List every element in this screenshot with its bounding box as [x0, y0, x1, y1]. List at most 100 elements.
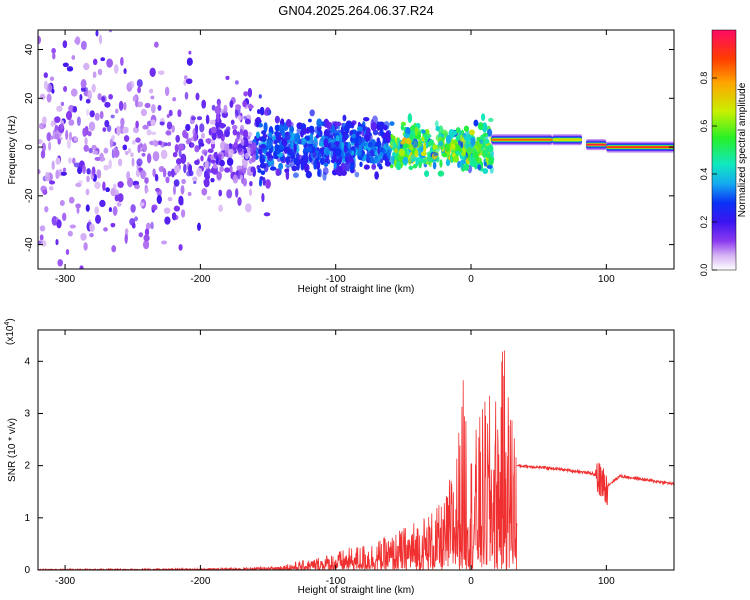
spectrogram-cell: [257, 109, 261, 114]
snr-frame: [37, 329, 675, 571]
spectrogram-cell: [71, 88, 78, 97]
spectrogram-x-axis: -300 -200 -100 0 100: [55, 30, 615, 285]
x-tick-label: -200: [190, 274, 210, 285]
colorbar-tick-label: 0.4: [699, 168, 709, 181]
spectrogram-cell: [139, 202, 145, 207]
spectrogram-cell: [228, 143, 233, 151]
spectrogram-cell: [165, 86, 170, 96]
spectrogram-cell: [263, 122, 268, 132]
spectrogram-cell: [43, 72, 48, 79]
colorbar-label: Normalized spectral amplitude: [737, 82, 748, 217]
spectrogram-cell: [85, 188, 90, 196]
spectrogram-cell: [175, 134, 180, 143]
spectrogram-cell: [219, 166, 224, 172]
spectrogram-cell: [313, 160, 317, 170]
spectrogram-cell: [168, 109, 173, 117]
spectrogram-cell: [421, 158, 427, 164]
spectrogram-cell: [300, 162, 305, 171]
spectrogram-cell: [414, 149, 419, 158]
spectrogram-cell: [186, 78, 193, 84]
spectrogram-cell: [195, 92, 200, 101]
spectrogram-cell: [45, 273, 48, 279]
spectrogram-cell: [457, 160, 461, 169]
spectrogram-cell: [160, 149, 168, 159]
x-tick-label: -200: [190, 576, 210, 587]
spectrogram-cell: [193, 132, 197, 142]
spectrogram-cell: [482, 132, 488, 138]
spectrogram-cell: [165, 176, 170, 184]
spectrogram-cell: [159, 121, 165, 126]
spectrogram-cell: [87, 90, 92, 100]
spectrogram-cell: [60, 10, 64, 15]
spectrogram-cell: [292, 172, 299, 178]
spectrogram-cell: [216, 113, 220, 123]
spectrogram-cell: [359, 161, 363, 167]
spectrogram-cell: [404, 133, 410, 139]
spectrogram-cell: [210, 168, 217, 174]
spectrogram-cell: [128, 148, 131, 154]
spectrogram-cell: [421, 136, 425, 142]
spectrogram-cell: [188, 50, 192, 55]
spectrogram-cell: [287, 148, 294, 156]
spectrogram-cell: [165, 130, 172, 136]
spectrogram-cell: [105, 187, 110, 192]
spectrogram-cell: [108, 159, 112, 170]
spectrogram-cell: [201, 149, 208, 155]
spectrogram-cell: [198, 142, 205, 147]
spectrogram-cell: [113, 148, 120, 158]
spectrogram-cell: [467, 152, 471, 161]
spectrogram-cell: [197, 222, 201, 231]
spectrogram-cell: [95, 214, 101, 224]
spectrogram-cell: [126, 82, 133, 92]
snr-panel: -300 -200 -100 0 100 0 1 2 3 4 Height of straigh…: [4, 318, 675, 596]
spectrogram-cell: [278, 123, 284, 133]
spectrogram-cell: [361, 142, 368, 147]
x-tick-label: -300: [55, 274, 75, 285]
x-tick-label: 100: [598, 576, 615, 587]
spectrogram-cell: [308, 128, 315, 133]
spectrogram-cell: [131, 157, 135, 167]
spectrogram-cell: [300, 129, 304, 138]
spectrogram-cell: [69, 224, 76, 229]
spectrogram-cell: [60, 171, 67, 176]
spectrogram-cell: [83, 62, 90, 71]
spectrogram-cell: [55, 157, 61, 165]
spectrogram-cell: [89, 232, 94, 238]
spectrogram-cell: [256, 117, 261, 122]
spectrogram-cell: [262, 134, 268, 138]
spectrogram-cell: [405, 127, 411, 136]
spectrogram-cell: [50, 76, 54, 81]
spectrogram-cell: [209, 119, 216, 125]
spectrogram-cell: [86, 108, 89, 117]
spectrogram-cell: [117, 193, 124, 203]
spectrogram-cell: [482, 168, 489, 174]
spectrogram-cell: [125, 151, 129, 155]
spectrogram-cell: [102, 127, 107, 132]
spectrogram-cell: [68, 119, 75, 126]
spectrogram-cell: [325, 147, 329, 157]
spectrogram-cell: [265, 179, 271, 189]
spectrogram-cell: [181, 209, 186, 218]
spectrogram-cell: [185, 124, 191, 131]
snr-y-scale-suffix: ): [5, 318, 16, 321]
spectrogram-cell: [146, 222, 151, 230]
spectrogram-cell: [72, 157, 76, 164]
spectrogram-cell: [285, 156, 290, 163]
spectrogram-cell: [172, 152, 178, 158]
spectrogram-cell: [424, 170, 429, 177]
spectrogram-cell: [270, 166, 277, 171]
spectrogram-cell: [41, 142, 46, 152]
spectrogram-cell: [275, 168, 281, 176]
spectrogram-cell: [136, 101, 143, 108]
spectrogram-cell: [240, 139, 245, 146]
spectrogram-cell: [211, 131, 217, 141]
x-tick-label: -300: [55, 576, 75, 587]
y-tick-label: 0: [24, 565, 30, 576]
spectrogram-cell: [243, 115, 247, 120]
spectrogram-cell: [94, 11, 99, 18]
spectrogram-cell: [413, 164, 418, 169]
spectrogram-cell: [263, 212, 271, 217]
spectrogram-cell: [38, 35, 41, 45]
spectrogram-cell: [112, 206, 118, 216]
spectrogram-cell: [80, 87, 86, 92]
